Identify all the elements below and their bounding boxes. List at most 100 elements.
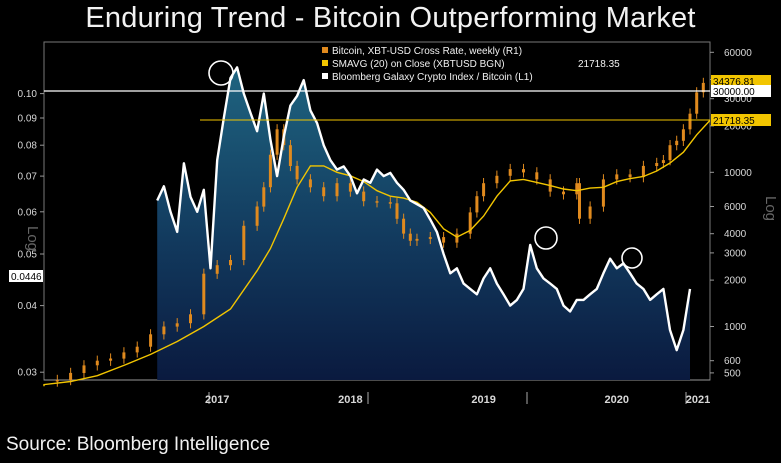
price-candle [475, 196, 479, 213]
price-candle [295, 165, 299, 180]
price-candle [308, 179, 312, 188]
peak-circle [534, 226, 558, 250]
price-candle [688, 113, 692, 130]
legend-value-sma: 21718.35 [578, 59, 620, 70]
price-candle [535, 172, 539, 180]
right-axis-title: Log [762, 196, 779, 221]
price-candle [109, 358, 113, 361]
price-candle [375, 201, 379, 203]
x-tick-label: 2017 [205, 394, 229, 406]
right-label-box-sma [711, 114, 771, 126]
right-label-sma: 21718.35 [713, 116, 755, 127]
legend-label-index: Bloomberg Galaxy Crypto Index / Bitcoin … [332, 72, 533, 83]
price-candle [82, 365, 86, 373]
price-candle [229, 260, 232, 266]
price-candle [482, 183, 486, 197]
right-tick-label: 600 [724, 356, 741, 367]
x-tick-label: 2021 [686, 394, 710, 406]
price-candle [628, 174, 632, 178]
index-area [157, 67, 691, 381]
x-tick-label: 2018 [338, 394, 362, 406]
right-label-box-30000 [711, 85, 771, 97]
index-line [156, 66, 692, 352]
price-candle [335, 183, 339, 197]
price-candle [275, 129, 279, 155]
price-candle [395, 203, 399, 219]
right-tick-label: 60000 [724, 48, 752, 59]
price-candle [695, 92, 699, 114]
price-candle [681, 129, 685, 141]
left-tick-label: 0.10 [18, 89, 38, 100]
source-note: Source: Bloomberg Intelligence [6, 434, 271, 455]
right-tick-label: 1000 [724, 322, 747, 333]
right-tick-label: 2000 [724, 276, 747, 287]
price-candle [255, 206, 259, 226]
left-axis-title: Log [24, 226, 41, 251]
price-candle [701, 82, 705, 93]
left-label-box [9, 270, 43, 282]
price-candle [388, 202, 392, 204]
left-tick-label: 0.05 [18, 250, 38, 261]
price-candle [175, 323, 179, 327]
price-candle [641, 165, 645, 178]
legend: Bitcoin, XBT-USD Cross Rate, weekly (R1)… [322, 46, 620, 83]
price-candle [455, 233, 459, 243]
legend-swatch-bitcoin [322, 47, 328, 53]
price-candle [202, 273, 206, 315]
price-candle [562, 191, 565, 195]
legend-label-bitcoin: Bitcoin, XBT-USD Cross Rate, weekly (R1) [332, 46, 522, 57]
right-label-price: 34376.81 [713, 77, 755, 88]
price-candle [362, 191, 366, 202]
price-candle [55, 380, 59, 382]
price-candle [495, 175, 499, 184]
price-candle [668, 145, 672, 161]
right-tick-label: 6000 [724, 202, 747, 213]
price-candle [675, 140, 679, 146]
price-candle [615, 174, 619, 180]
left-tick-label: 0.09 [18, 114, 38, 125]
left-tick-label: 0.08 [18, 141, 38, 152]
price-candle [575, 183, 579, 195]
price-candle [522, 169, 525, 173]
right-tick-label: 10000 [724, 168, 752, 179]
price-candle [262, 187, 266, 207]
right-tick-label: 500 [724, 368, 741, 379]
price-candle [69, 372, 73, 380]
legend-swatch-index [322, 73, 328, 79]
price-candle [588, 206, 592, 219]
right-tick-label: 20000 [724, 121, 752, 132]
price-candle [242, 225, 246, 260]
price-candle [122, 352, 126, 359]
price-candle [189, 314, 192, 324]
left-tick-label: 0.03 [18, 368, 38, 379]
right-tick-label: 30000 [724, 94, 752, 105]
x-tick-label: 2019 [471, 394, 495, 406]
price-candle [601, 179, 605, 207]
price-candle [135, 346, 139, 353]
price-candle [578, 183, 581, 219]
left-tick-label: 0.07 [18, 172, 38, 183]
legend-label-sma: SMAVG (20) on Close (XBTUSD BGN) [332, 59, 505, 70]
price-candle [215, 265, 219, 274]
price-candle [408, 233, 412, 241]
left-tick-label: 0.06 [18, 207, 38, 218]
x-tick-label: 2020 [605, 394, 629, 406]
price-candle [149, 334, 153, 347]
right-tick-label: 3000 [724, 248, 747, 259]
price-candle [468, 212, 472, 234]
right-tick-label: 4000 [724, 229, 747, 240]
left-tick-label: 0.04 [18, 301, 38, 312]
price-candle [428, 237, 432, 239]
price-candle [322, 187, 326, 197]
price-candle [402, 218, 406, 234]
right-label-box-price [711, 75, 771, 87]
price-candle [655, 163, 659, 166]
price-candle [415, 238, 419, 241]
price-candle [95, 360, 99, 366]
price-candle [288, 145, 292, 166]
price-candle [442, 237, 446, 243]
chart-title: Enduring Trend - Bitcoin Outperforming M… [85, 2, 696, 34]
legend-swatch-sma [322, 60, 328, 66]
price-candle [508, 169, 512, 176]
